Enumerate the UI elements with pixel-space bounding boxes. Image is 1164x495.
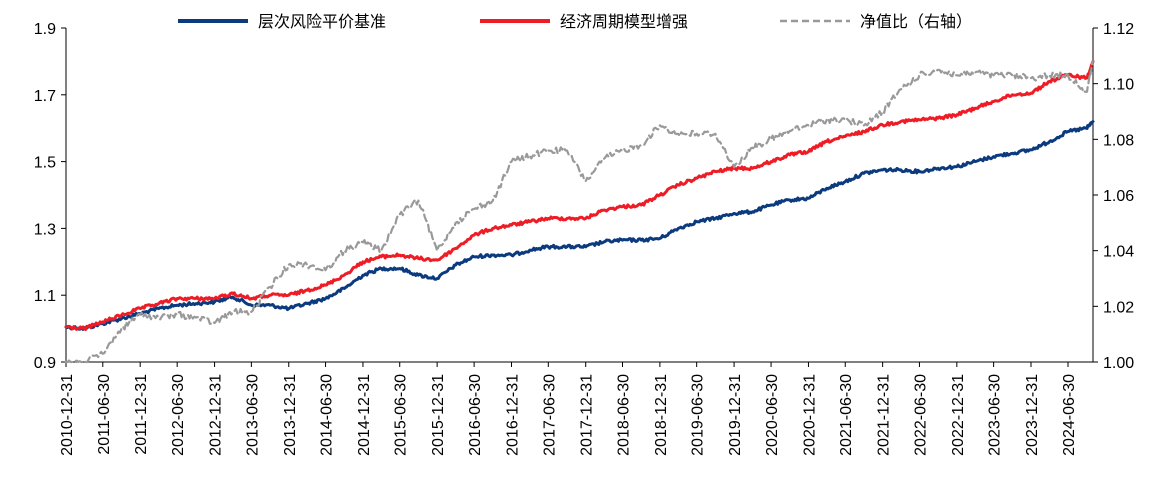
- legend-label-nav-ratio: 净值比（右轴）: [860, 12, 972, 31]
- x-tick-label: 2023-12-31: [1024, 374, 1041, 456]
- x-tick-label: 2014-12-31: [356, 374, 373, 456]
- series-line-hrp-benchmark: [64, 120, 1095, 331]
- x-tick-label: 2022-06-30: [912, 374, 929, 456]
- x-tick-label: 2016-06-30: [467, 374, 484, 456]
- y2-tick-label: 1.06: [1103, 188, 1134, 205]
- x-tick-label: 2014-06-30: [319, 374, 336, 456]
- y2-tick-label: 1.12: [1103, 21, 1134, 38]
- y-tick-label: 1.9: [34, 21, 56, 38]
- x-tick-label: 2012-06-30: [170, 374, 187, 456]
- x-tick-label: 2011-06-30: [96, 374, 113, 455]
- x-tick-label: 2015-12-31: [430, 374, 447, 456]
- x-tick-label: 2016-12-31: [505, 374, 522, 456]
- x-tick-label: 2017-12-31: [579, 374, 596, 456]
- x-tick-label: 2021-12-31: [876, 374, 893, 456]
- x-tick-label: 2012-12-31: [208, 374, 225, 456]
- series-line-nav-ratio: [64, 60, 1095, 364]
- y2-tick-label: 1.08: [1103, 132, 1134, 149]
- x-tick-label: 2013-12-31: [282, 374, 299, 456]
- y-tick-label: 0.9: [34, 355, 56, 372]
- series-line-cycle-enhanced: [64, 59, 1095, 331]
- x-tick-label: 2020-12-31: [801, 374, 818, 456]
- axes: 0.9 1.1 1.3 1.5 1.7 1.9 1.00 1.02 1.04 1.06 1.08 1.…: [34, 21, 1134, 456]
- x-tick-label: 2011-12-31: [133, 374, 150, 455]
- x-tick-label: 2019-12-31: [727, 374, 744, 456]
- x-tick-label: 2019-06-30: [690, 374, 707, 456]
- y2-tick-label: 1.02: [1103, 299, 1134, 316]
- y2-tick-label: 1.10: [1103, 77, 1134, 94]
- x-tick-label: 2010-12-31: [59, 374, 76, 456]
- x-tick-label: 2015-06-30: [393, 374, 410, 456]
- x-tick-label: 2020-06-30: [764, 374, 781, 456]
- x-tick-label: 2018-06-30: [615, 374, 632, 456]
- x-tick-label: 2022-12-31: [950, 374, 967, 456]
- x-tick-label: 2021-06-30: [838, 374, 855, 456]
- legend: 层次风险平价基准 经济周期模型增强 净值比（右轴）: [178, 12, 972, 31]
- y-tick-label: 1.7: [34, 88, 56, 105]
- x-tick-label: 2024-06-30: [1061, 374, 1078, 456]
- x-tick-label: 2023-06-30: [987, 374, 1004, 456]
- legend-label-cycle-enhanced: 经济周期模型增强: [560, 12, 688, 31]
- y2-tick-label: 1.04: [1103, 244, 1134, 261]
- y-tick-label: 1.1: [34, 288, 56, 305]
- x-tick-label: 2017-06-30: [541, 374, 558, 456]
- series-layer: [64, 59, 1095, 364]
- y-tick-label: 1.3: [34, 221, 56, 238]
- x-tick-label: 2013-06-30: [244, 374, 261, 456]
- legend-label-hrp-benchmark: 层次风险平价基准: [258, 12, 386, 31]
- y-tick-label: 1.5: [34, 155, 56, 172]
- y2-tick-label: 1.00: [1103, 355, 1134, 372]
- x-tick-label: 2018-12-31: [653, 374, 670, 456]
